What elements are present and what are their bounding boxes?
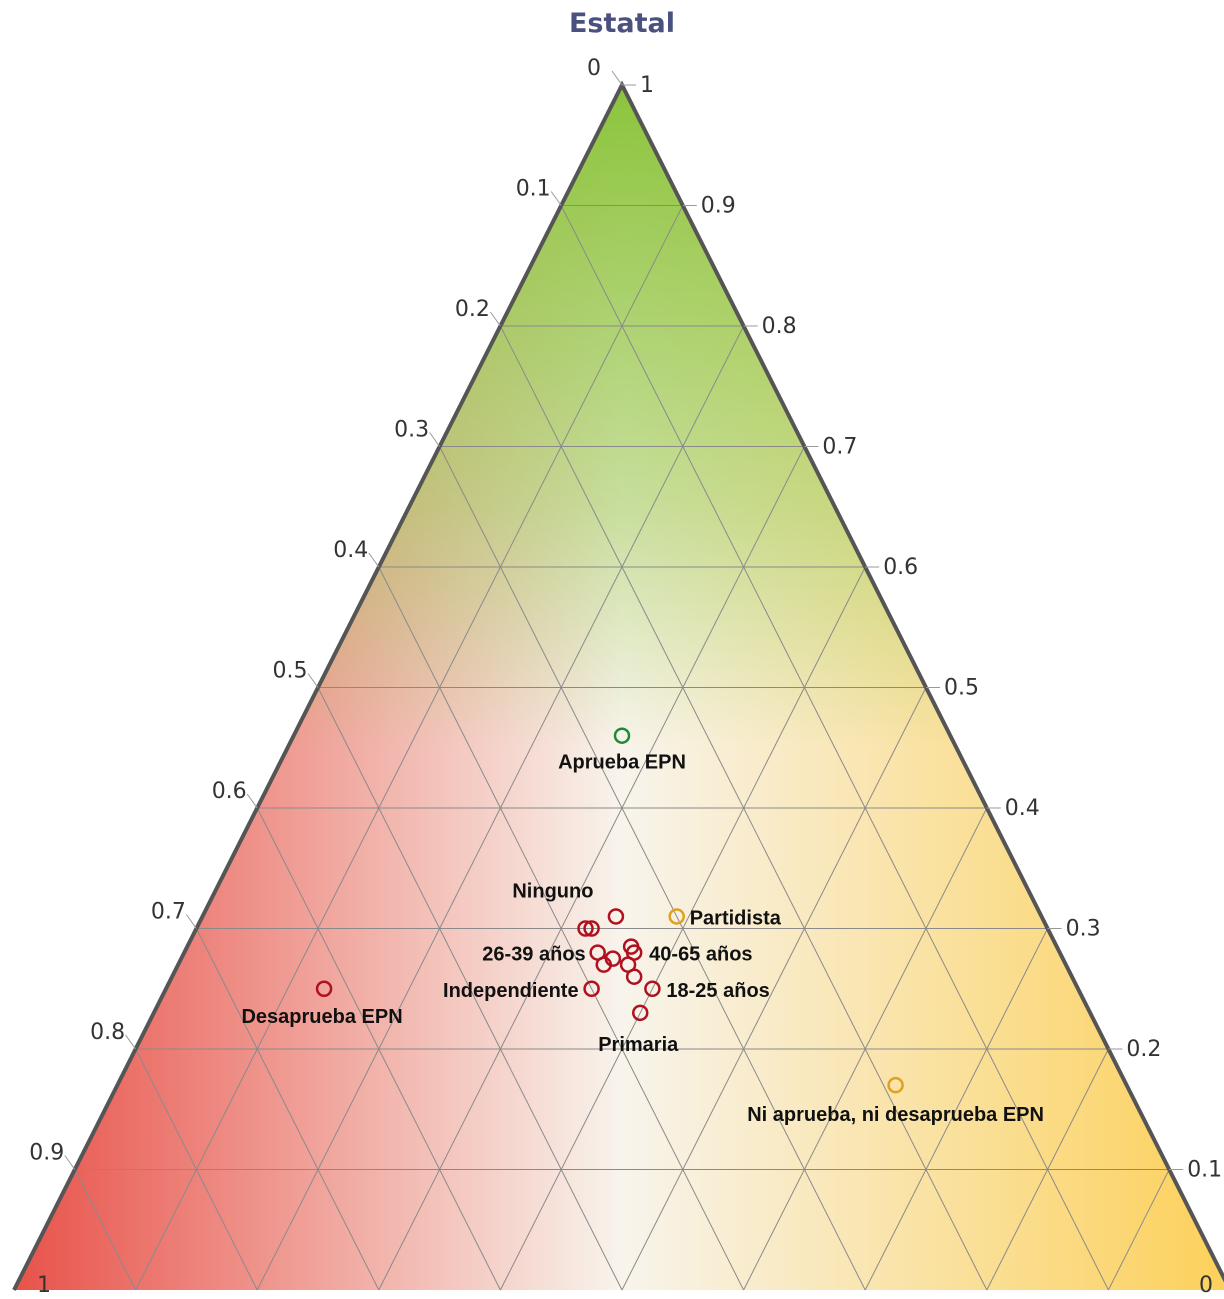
- right-tick-label: 0.6: [883, 555, 918, 580]
- left-tick-label: 0.7: [151, 900, 186, 925]
- grid-line: [1107, 1169, 1170, 1291]
- right-tick-label: 0.8: [762, 314, 797, 339]
- point-labels: Aprueba EPN Partidista Ni aprueba, ni desa…: [241, 752, 1043, 1126]
- right-tick-label: 0.4: [1005, 796, 1040, 821]
- left-tick-mark: [246, 793, 258, 809]
- data-point-label: Independiente: [443, 980, 579, 1002]
- left-tick-label: 0.9: [29, 1141, 64, 1166]
- grid-line: [499, 325, 988, 1291]
- grid-lines: [74, 205, 1170, 1291]
- chart-title: Estatal: [568, 8, 676, 39]
- left-tick-mark: [64, 1155, 76, 1170]
- left-tick-label: 0.1: [516, 177, 551, 202]
- grid-line: [256, 325, 745, 1291]
- right-tick-label: 1: [640, 73, 654, 98]
- left-tick-mark: [307, 673, 319, 688]
- grid-line: [864, 928, 1049, 1291]
- data-point-label: Aprueba EPN: [558, 752, 686, 774]
- data-point: [315, 980, 333, 997]
- data-points: [315, 727, 904, 1094]
- grid-line: [317, 687, 623, 1291]
- left-tick-mark: [550, 191, 562, 206]
- left-tick-mark: [489, 311, 501, 327]
- right-tick-label: 0.1: [1187, 1158, 1222, 1183]
- left-tick-label: 0.5: [273, 659, 308, 684]
- data-point: [604, 950, 622, 967]
- grid-line: [135, 205, 684, 1291]
- data-point-label: 40-65 años: [649, 944, 752, 966]
- left-tick-mark: [185, 914, 197, 929]
- data-point: [625, 968, 643, 985]
- data-point-label: Primaria: [598, 1034, 679, 1056]
- grid-line: [621, 687, 927, 1291]
- grid-line: [378, 446, 805, 1291]
- data-point: [887, 1076, 904, 1094]
- data-point: [668, 908, 685, 925]
- left-tick-mark: [125, 1034, 137, 1050]
- data-point: [622, 938, 640, 955]
- data-point-label: Ninguno: [512, 880, 593, 902]
- left-tick-mark: [368, 552, 380, 568]
- left-tick-label: 0.2: [455, 297, 490, 322]
- grid-line: [439, 446, 866, 1291]
- data-point: [631, 1004, 649, 1022]
- left-tick-label: 0.8: [90, 1020, 125, 1045]
- grid-line: [74, 1169, 137, 1291]
- tick-labels: 0 0.1 0.2 0.3 0.4 0.5 0.6 0.7 0.8 0.9 1 0.9 0.8 0.7 0.…: [29, 56, 1222, 1298]
- data-point-label: Ni aprueba, ni desaprueba EPN: [747, 1104, 1044, 1126]
- right-tick-label: 0.3: [1066, 917, 1101, 942]
- data-point: [577, 920, 594, 937]
- data-point: [583, 980, 600, 997]
- data-point-label: 26-39 años: [482, 944, 585, 966]
- data-point: [644, 980, 661, 997]
- left-tick-label: 0.6: [212, 779, 247, 804]
- vertex-label-bottom-right: 0: [1199, 1273, 1213, 1298]
- right-tick-label: 0.9: [701, 194, 736, 219]
- left-tick-label: 0.4: [333, 538, 368, 563]
- right-tick-label: 0.5: [944, 676, 979, 701]
- right-tick-label: 0.7: [822, 435, 857, 460]
- left-tick-mark: [611, 70, 623, 86]
- grid-line: [195, 928, 380, 1291]
- vertex-label-bottom-left: 1: [37, 1273, 51, 1298]
- data-point-label: 18-25 años: [666, 980, 769, 1002]
- data-point: [607, 908, 625, 925]
- data-point: [583, 920, 600, 937]
- data-point: [613, 727, 631, 744]
- left-tick-label: 0: [587, 56, 601, 81]
- data-point-label: Desaprueba EPN: [241, 1006, 402, 1028]
- data-point-label: Partidista: [690, 907, 782, 929]
- left-tick-label: 0.3: [394, 418, 429, 443]
- right-tick-label: 0.2: [1126, 1037, 1161, 1062]
- left-tick-mark: [429, 432, 441, 447]
- grid-line: [560, 205, 1109, 1291]
